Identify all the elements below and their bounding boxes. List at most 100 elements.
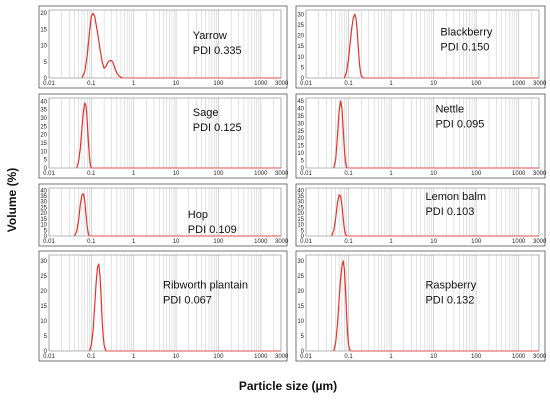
y-tick-label: 20 [297, 34, 304, 40]
x-tick-label: 0.01 [300, 171, 312, 177]
y-tick-label: 30 [297, 259, 304, 265]
x-tick-label: 100 [213, 171, 224, 177]
x-tick-label: 100 [471, 239, 482, 245]
x-axis-title: Particle size (µm) [239, 379, 337, 393]
x-tick-label: 0.1 [344, 354, 353, 360]
distribution-curve [343, 13, 364, 79]
y-tick-label: 10 [40, 44, 47, 50]
y-tick-label: 20 [40, 133, 47, 139]
sample-name: Ribworth plantain [163, 279, 248, 291]
x-tick-label: 100 [213, 81, 224, 87]
x-tick-label: 0.01 [300, 239, 312, 245]
y-tick-label: 20 [40, 11, 47, 17]
pdi-value: PDI 0.125 [193, 122, 242, 134]
y-tick-label: 5 [301, 65, 305, 71]
pdi-value: PDI 0.067 [163, 294, 212, 306]
y-tick-label: 45 [297, 99, 304, 105]
y-tick-label: 20 [297, 211, 304, 217]
x-tick-label: 0.1 [344, 239, 353, 245]
x-tick-label: 3000 [533, 239, 547, 245]
panel-frame [295, 250, 546, 362]
chart-panel-3: 0 5 10 15 20 25 30 35 40 0.01 0.1 1 10 100 1000 3000 Sag… [38, 93, 289, 179]
x-tick-label: 1000 [512, 171, 526, 177]
sample-name: Blackberry [440, 27, 492, 39]
y-tick-label: 40 [40, 188, 47, 194]
panel-frame [38, 183, 288, 247]
panel-frame [295, 93, 546, 179]
x-tick-label: 1 [132, 81, 136, 87]
pdi-value: PDI 0.095 [435, 118, 484, 130]
y-tick-label: 15 [297, 44, 304, 50]
panel-frame [295, 183, 546, 247]
y-tick-label: 0 [301, 234, 305, 240]
y-tick-label: 5 [44, 228, 48, 234]
y-tick-label: 30 [40, 116, 47, 122]
y-tick-label: 5 [301, 228, 305, 234]
x-tick-label: 1000 [254, 81, 268, 87]
y-tick-label: 35 [40, 194, 47, 200]
x-tick-label: 0.01 [43, 81, 55, 87]
x-tick-label: 100 [471, 81, 482, 87]
y-tick-label: 10 [40, 149, 47, 155]
pdi-value: PDI 0.132 [425, 294, 474, 306]
x-tick-label: 0.1 [87, 171, 96, 177]
x-tick-label: 10 [173, 239, 180, 245]
x-tick-label: 3000 [275, 354, 289, 360]
x-tick-label: 3000 [533, 354, 547, 360]
y-tick-label: 25 [297, 129, 304, 135]
y-tick-label: 0 [44, 349, 48, 355]
pdi-value: PDI 0.335 [193, 45, 242, 57]
x-tick-label: 0.1 [87, 239, 96, 245]
x-tick-label: 0.01 [43, 354, 55, 360]
y-tick-label: 0 [44, 166, 48, 172]
x-tick-label: 0.1 [344, 171, 353, 177]
x-tick-label: 1 [389, 171, 393, 177]
x-tick-label: 0.1 [87, 81, 96, 87]
panel-frame [38, 250, 288, 362]
x-tick-label: 1 [389, 81, 393, 87]
y-tick-label: 25 [297, 274, 304, 280]
x-tick-label: 1 [389, 239, 393, 245]
pdi-value: PDI 0.103 [425, 206, 474, 218]
y-tick-label: 40 [297, 106, 304, 112]
y-tick-label: 20 [297, 136, 304, 142]
y-tick-label: 40 [40, 99, 47, 105]
x-tick-label: 1000 [254, 239, 268, 245]
x-tick-label: 10 [173, 171, 180, 177]
y-tick-label: 0 [301, 349, 305, 355]
y-tick-label: 10 [40, 319, 47, 325]
gridlines [48, 10, 282, 78]
y-tick-label: 15 [40, 217, 47, 223]
y-tick-label: 30 [297, 12, 304, 18]
x-tick-label: 1 [389, 354, 393, 360]
chart-panel-7: 0 5 10 15 20 25 30 0.01 0.1 1 10 100 1000 3000 Ribwort… [38, 250, 289, 362]
y-tick-label: 35 [297, 194, 304, 200]
chart-panel-2: 0 5 10 15 20 25 30 0.01 0.1 1 10 100 1000 3000 Blackbe… [295, 5, 547, 89]
x-tick-label: 3000 [275, 81, 289, 87]
y-tick-label: 35 [297, 114, 304, 120]
gridlines [305, 188, 540, 236]
sample-name: Sage [193, 107, 219, 119]
y-tick-label: 10 [297, 319, 304, 325]
x-tick-label: 1000 [512, 354, 526, 360]
x-tick-label: 3000 [275, 239, 289, 245]
x-tick-label: 1 [132, 239, 136, 245]
distribution-curve [81, 12, 123, 79]
y-tick-label: 5 [301, 159, 305, 165]
gridlines [305, 255, 540, 351]
y-tick-label: 5 [301, 334, 305, 340]
sample-name: Yarrow [193, 30, 227, 42]
y-tick-label: 15 [40, 141, 47, 147]
x-tick-label: 1 [132, 354, 136, 360]
y-tick-label: 10 [297, 151, 304, 157]
y-tick-label: 30 [40, 200, 47, 206]
x-tick-label: 0.01 [300, 354, 312, 360]
x-tick-label: 100 [471, 171, 482, 177]
x-tick-label: 0.01 [43, 171, 55, 177]
distribution-curve [76, 102, 92, 169]
y-tick-label: 0 [44, 76, 48, 82]
y-tick-label: 30 [40, 259, 47, 265]
x-tick-label: 3000 [275, 171, 289, 177]
gridlines [48, 188, 282, 236]
